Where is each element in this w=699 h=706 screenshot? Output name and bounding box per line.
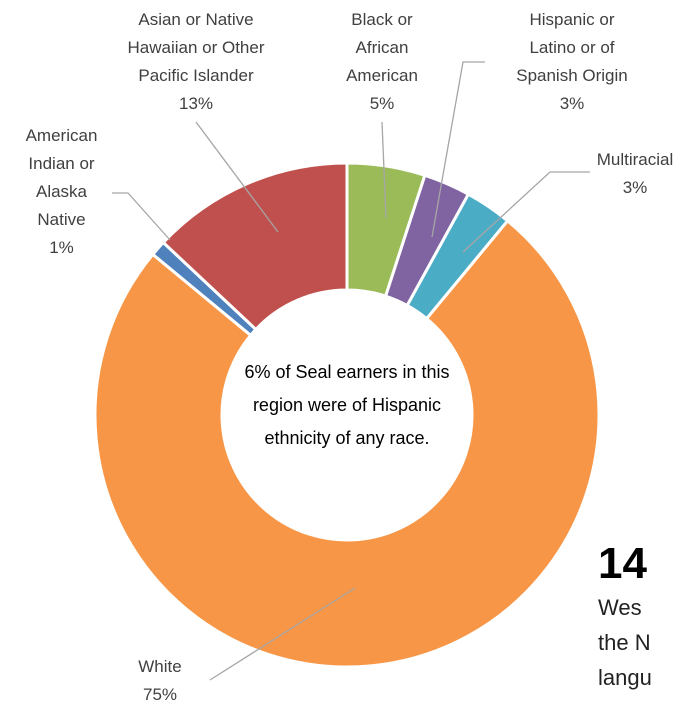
slice-label: White 75% [110, 653, 210, 706]
leader-line [462, 171, 590, 253]
slice-label: Black or African American 5% [332, 6, 432, 118]
category-name: Black or African American [346, 10, 418, 85]
value-label: 3% [622, 178, 648, 197]
value-label: 75% [142, 685, 178, 704]
category-name: White [138, 657, 182, 676]
slice-label: Hispanic or Latino or of Spanish Origin 3… [507, 6, 637, 118]
leader-line [209, 587, 356, 681]
side-text: 14 Wes the N langu [598, 538, 699, 695]
slice-label: American Indian or Alaska Native 1% [14, 122, 109, 262]
category-name: Multiracial [596, 150, 674, 169]
leader-line [195, 121, 279, 233]
slice-label: Asian or Native Hawaiian or Other Pacifi… [111, 6, 281, 118]
leader-line [431, 61, 485, 238]
leader-line [112, 192, 171, 241]
donut-slice [93, 218, 601, 669]
category-name: American Indian or Alaska Native [25, 126, 98, 229]
donut-slice [161, 161, 349, 332]
value-label: 13% [178, 94, 214, 113]
side-line: Wes [598, 595, 642, 620]
value-label: 1% [49, 238, 74, 257]
side-line: langu [598, 665, 652, 690]
slice-label: Multiracial 3% [585, 146, 685, 202]
center-annotation: 6% of Seal earners in this region were o… [244, 362, 450, 448]
category-name: Hispanic or Latino or of Spanish Origin [516, 10, 628, 85]
leader-line [381, 121, 387, 219]
side-line: the N [598, 630, 651, 655]
side-heading: 14 [598, 539, 647, 588]
value-label: 3% [559, 94, 585, 113]
category-name: Asian or Native Hawaiian or Other Pacifi… [127, 10, 265, 85]
value-label: 5% [369, 94, 395, 113]
